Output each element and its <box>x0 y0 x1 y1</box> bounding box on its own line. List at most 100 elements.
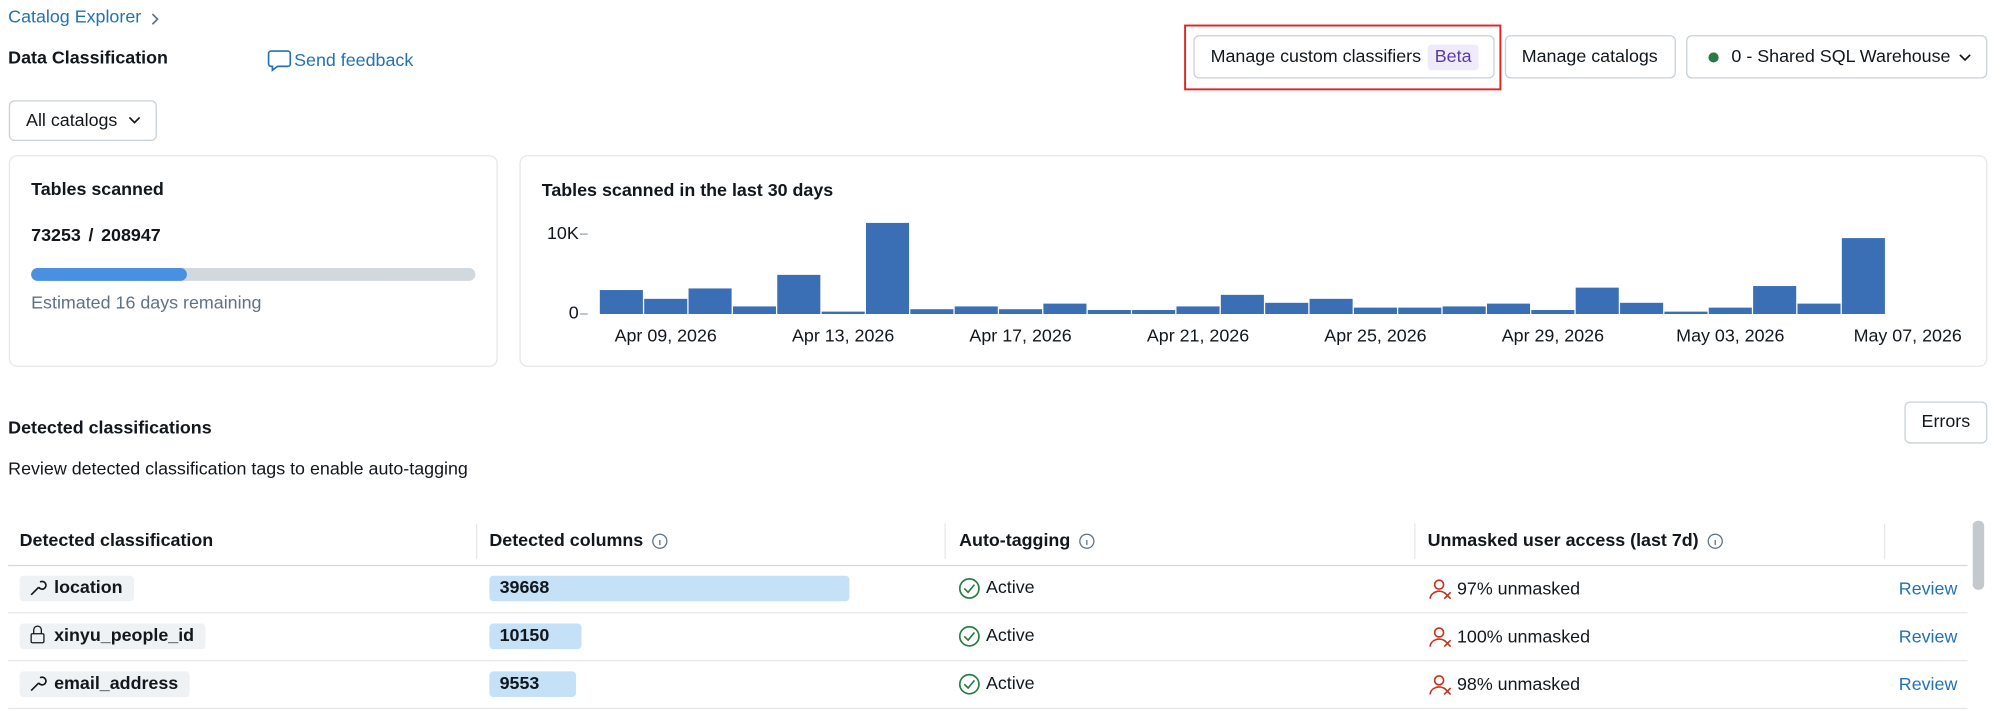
page-title: Data Classification <box>8 47 168 67</box>
auto-tagging: Active <box>986 625 1035 645</box>
bar <box>1309 298 1353 315</box>
auto-tagging: Active <box>986 577 1035 597</box>
bar <box>954 306 998 315</box>
bar <box>1664 311 1708 315</box>
bar <box>1043 303 1087 315</box>
bar <box>599 290 643 315</box>
info-icon <box>1707 533 1723 549</box>
bar <box>1708 307 1752 315</box>
bar <box>999 309 1043 315</box>
manage-catalogs-button[interactable] <box>1504 35 1676 79</box>
bar <box>1353 307 1397 315</box>
user-icon <box>1429 590 1452 600</box>
button-label: Manage custom classifiers <box>1211 46 1421 66</box>
column-header: Auto-tagging <box>959 530 1070 550</box>
bar <box>1620 302 1664 315</box>
warehouse-label: 0 - Shared SQL Warehouse <box>1731 46 1950 66</box>
classification-name: email_address <box>54 673 178 693</box>
classification-tag <box>19 623 206 650</box>
user-icon <box>1429 638 1452 648</box>
column-header: Detected classification <box>20 530 214 550</box>
chart-title: Tables scanned in the last 30 days <box>542 180 834 200</box>
x-tick-label: Apr 29, 2026 <box>1502 326 1604 346</box>
bar <box>1087 310 1131 315</box>
active-icon <box>958 578 980 599</box>
x-tick-label: Apr 21, 2026 <box>1147 326 1249 346</box>
user-icon <box>1429 686 1452 695</box>
custom-classifiers-button[interactable] <box>1193 35 1495 79</box>
filter-label: All catalogs <box>26 110 117 130</box>
auto-tagging: Active <box>986 673 1035 693</box>
x-tick-label: Apr 13, 2026 <box>792 326 894 346</box>
bar <box>1442 306 1486 315</box>
total: 208947 <box>101 225 161 245</box>
user-icon <box>1433 579 1445 590</box>
bar <box>1220 294 1264 315</box>
catalog-filter[interactable] <box>8 100 157 142</box>
bar <box>777 274 821 315</box>
scanned: 73253 <box>31 225 81 245</box>
review-link[interactable]: Review <box>1899 578 1958 598</box>
user-icon <box>1433 675 1445 686</box>
classification-tag <box>19 575 135 602</box>
key-icon <box>30 580 47 596</box>
feedback-link[interactable]: Send feedback <box>294 50 413 70</box>
bar <box>1265 302 1309 315</box>
highlight-box <box>1184 24 1502 91</box>
bar <box>1486 303 1531 315</box>
columns-bar <box>489 623 582 650</box>
bar <box>1531 310 1575 315</box>
card-title: Tables scanned <box>31 179 164 199</box>
scan-count: 73253 / 208947 <box>31 225 161 245</box>
bar <box>1753 286 1797 315</box>
errors-button[interactable] <box>1904 401 1988 444</box>
breadcrumb[interactable]: Catalog Explorer <box>8 7 141 27</box>
columns-value: 9553 <box>500 673 540 693</box>
columns-value: 10150 <box>500 625 550 645</box>
column-header: Unmasked user access (last 7d) <box>1428 530 1699 550</box>
bar <box>688 288 732 315</box>
bar <box>865 222 910 315</box>
lock-icon <box>30 633 45 644</box>
bar <box>644 298 688 315</box>
active-icon <box>958 673 980 695</box>
beta-badge <box>1427 44 1479 71</box>
bar <box>1398 307 1442 315</box>
unmasked-access: 98% unmasked <box>1457 674 1580 694</box>
x-tick-label: Apr 25, 2026 <box>1324 326 1426 346</box>
y-tick-label: 10K <box>547 223 579 243</box>
scrollbar <box>1972 520 1985 590</box>
errors-label: Errors <box>1922 411 1971 431</box>
columns-bar <box>489 575 850 602</box>
active-icon <box>963 679 976 690</box>
warehouse-select[interactable] <box>1686 35 1988 79</box>
bar <box>821 311 865 315</box>
scan-card <box>8 155 498 367</box>
review-link[interactable]: Review <box>1899 626 1958 646</box>
active-icon <box>963 584 976 594</box>
feedback-icon <box>267 50 292 72</box>
info-icon <box>1079 533 1095 549</box>
user-icon <box>1433 627 1445 638</box>
bar <box>732 306 776 315</box>
review-link[interactable]: Review <box>1899 674 1958 694</box>
columns-value: 39668 <box>500 577 550 597</box>
unmasked-access: 100% unmasked <box>1457 626 1590 646</box>
bar <box>1132 310 1176 315</box>
lock-icon <box>33 625 43 634</box>
key-icon <box>30 676 47 692</box>
bar <box>1841 238 1885 315</box>
info-icon <box>652 533 668 549</box>
bar <box>1176 306 1220 315</box>
x-tick-label: Apr 09, 2026 <box>615 326 717 346</box>
y-tick-label: 0 <box>569 303 579 323</box>
status-dot <box>1708 52 1719 63</box>
remaining: Estimated 16 days remaining <box>31 293 261 313</box>
classification-name: xinyu_people_id <box>54 625 194 645</box>
active-icon <box>963 631 976 642</box>
separator: / <box>88 225 93 245</box>
x-tick-label: May 07, 2026 <box>1854 326 1962 346</box>
unmasked-access: 97% unmasked <box>1457 578 1580 598</box>
classification-name: location <box>54 577 122 597</box>
